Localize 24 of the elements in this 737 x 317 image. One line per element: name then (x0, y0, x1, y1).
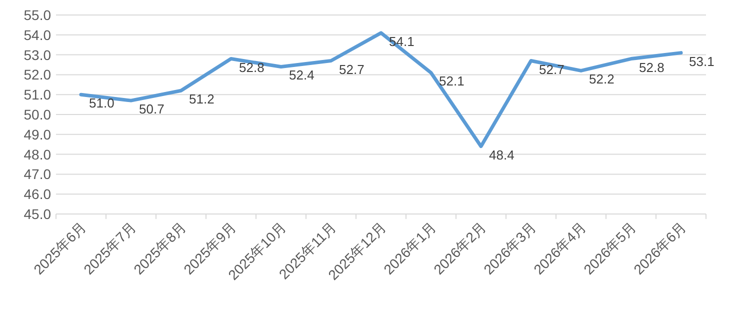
y-tick-label: 52.0 (24, 66, 52, 83)
y-tick-label: 46.0 (24, 186, 52, 202)
data-label: 52.7 (339, 62, 364, 77)
y-tick-label: 55.0 (24, 7, 52, 23)
y-tick-label: 49.0 (24, 126, 52, 142)
data-label: 52.8 (239, 60, 264, 75)
data-label: 51.2 (189, 92, 214, 107)
data-label: 52.8 (639, 60, 664, 75)
y-tick-label: 54.0 (24, 26, 52, 43)
data-label: 51.0 (89, 96, 114, 111)
y-tick-label: 48.0 (24, 146, 52, 162)
data-label: 50.7 (139, 102, 164, 117)
data-label: 53.1 (689, 54, 714, 69)
y-tick-label: 53.0 (24, 46, 52, 63)
y-tick-label: 45.0 (24, 206, 52, 222)
y-tick-label: 47.0 (24, 166, 52, 182)
data-label: 48.4 (489, 147, 514, 162)
line-series (79, 31, 683, 148)
data-label: 52.2 (589, 72, 614, 87)
data-label: 52.4 (289, 68, 314, 83)
data-label: 52.7 (539, 62, 564, 77)
y-tick-label: 50.0 (24, 106, 52, 122)
y-tick-label: 51.0 (24, 86, 52, 103)
data-label: 52.1 (439, 74, 464, 89)
